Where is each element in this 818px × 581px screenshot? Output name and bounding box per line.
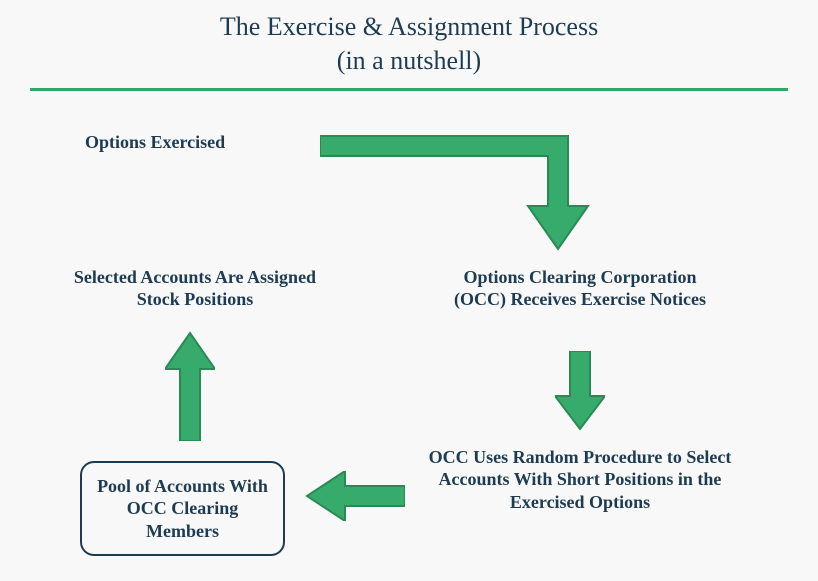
arrow-up-icon (165, 331, 215, 441)
title-line-2: (in a nutshell) (0, 44, 818, 78)
title-line-1: The Exercise & Assignment Process (0, 10, 818, 44)
node-occ-receives: Options Clearing Corporation (OCC) Recei… (440, 266, 720, 311)
node-label: Options Exercised (85, 132, 225, 152)
arrow-elbow-icon (320, 121, 600, 251)
arrow-left-icon (305, 471, 405, 521)
node-label: OCC Uses Random Procedure to Select Acco… (429, 447, 732, 512)
diagram-canvas: Options Exercised Options Clearing Corpo… (0, 91, 818, 581)
node-options-exercised: Options Exercised (85, 131, 295, 154)
node-label: Selected Accounts Are Assigned Stock Pos… (74, 267, 316, 310)
node-pool-accounts: Pool of Accounts With OCC Clearing Membe… (80, 461, 285, 557)
arrow-down-icon (555, 351, 605, 431)
title-block: The Exercise & Assignment Process (in a … (0, 0, 818, 78)
node-label: Options Clearing Corporation (OCC) Recei… (454, 267, 706, 310)
node-selected-accounts: Selected Accounts Are Assigned Stock Pos… (70, 266, 320, 311)
node-occ-random: OCC Uses Random Procedure to Select Acco… (420, 446, 740, 514)
node-label: Pool of Accounts With OCC Clearing Membe… (97, 476, 268, 541)
